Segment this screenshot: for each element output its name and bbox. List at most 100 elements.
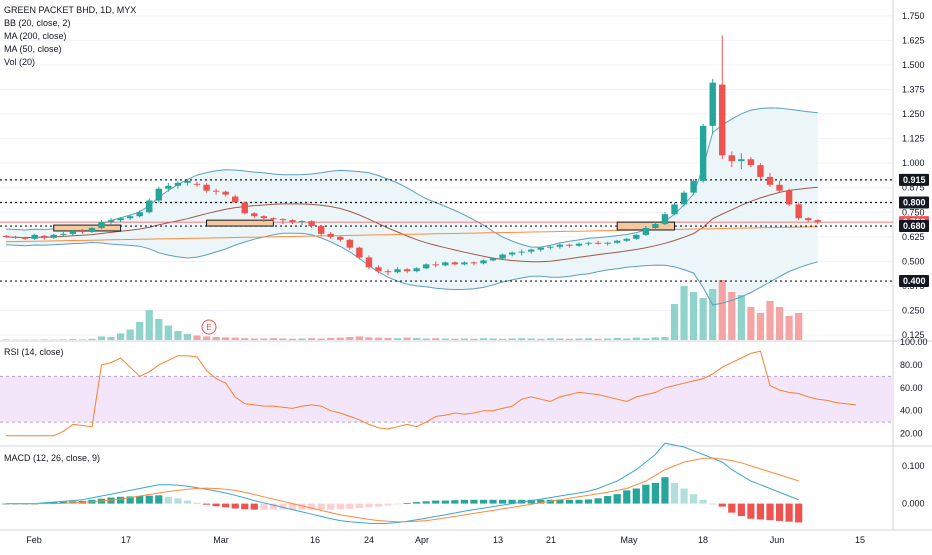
candle-body-70	[671, 204, 677, 214]
candle-body-25	[242, 202, 248, 213]
volume-bar-10	[98, 336, 105, 340]
candle-body-73	[700, 126, 706, 181]
candle-body-19	[184, 181, 190, 183]
x-tick-7: 21	[546, 535, 556, 545]
candle-body-64	[614, 241, 620, 243]
macd-hist-bar-64	[614, 494, 621, 503]
earnings-marker[interactable]: E	[202, 320, 216, 334]
macd-hist-bar-44	[423, 501, 430, 503]
candle-body-49	[471, 262, 477, 263]
volume-bar-31	[298, 339, 305, 341]
volume-bar-24	[232, 338, 239, 340]
volume-bar-79	[757, 313, 764, 340]
volume-bar-82	[786, 316, 793, 340]
macd-hist-bar-70	[671, 483, 678, 504]
volume-bar-18	[174, 331, 181, 340]
volume-bar-49	[470, 339, 477, 340]
macd-hist-bar-39	[375, 504, 382, 507]
price-y-tick-13: 1.750	[902, 11, 925, 21]
volume-bar-0	[2, 339, 9, 340]
candle-body-61	[585, 243, 591, 244]
volume-bar-12	[117, 333, 124, 340]
earnings-marker-label: E	[206, 323, 211, 332]
price-y-tick-12: 1.625	[902, 35, 925, 45]
volume-bar-9	[88, 339, 95, 340]
volume-bar-71	[680, 286, 687, 340]
candle-body-35	[337, 237, 343, 240]
macd-hist-bar-68	[652, 483, 659, 504]
macd-hist-bar-61	[585, 499, 592, 503]
candle-body-75	[719, 85, 725, 156]
candle-body-13	[127, 216, 133, 218]
volume-bar-69	[661, 337, 668, 340]
candle-body-21	[203, 185, 209, 191]
volume-bar-6	[60, 339, 67, 340]
legend-bb: BB (20, close, 2)	[4, 18, 71, 28]
macd-hist-bar-19	[184, 501, 191, 504]
legend-ma50: MA (50, close)	[4, 44, 62, 54]
volume-bar-21	[203, 336, 210, 340]
candle-body-48	[461, 262, 467, 264]
candle-body-31	[299, 221, 305, 222]
rsi-y-tick-3: 80.00	[900, 360, 923, 370]
macd-hist-bar-62	[595, 498, 602, 503]
x-tick-0: Feb	[26, 535, 42, 545]
volume-bar-54	[518, 338, 525, 340]
volume-bar-45	[432, 338, 439, 340]
volume-bar-61	[585, 338, 592, 340]
macd-hist-bar-25	[241, 504, 248, 510]
volume-bar-50	[480, 338, 487, 340]
candle-body-54	[519, 252, 525, 253]
candle-body-30	[289, 220, 295, 222]
candle-body-59	[566, 245, 572, 246]
macd-hist-bar-82	[786, 504, 793, 522]
candle-body-72	[690, 181, 696, 193]
volume-bar-33	[318, 339, 325, 341]
volume-bar-62	[595, 339, 602, 340]
candle-body-16	[156, 189, 162, 201]
volume-bar-58	[556, 339, 563, 341]
macd-hist-bar-77	[738, 504, 745, 516]
candle-body-47	[452, 262, 458, 264]
volume-bar-75	[719, 280, 726, 340]
candle-body-38	[366, 257, 372, 267]
volume-bar-17	[165, 326, 172, 340]
macd-hist-bar-65	[623, 490, 630, 503]
rsi-y-tick-2: 60.00	[900, 383, 923, 393]
macd-hist-bar-74	[709, 504, 716, 505]
price-y-tick-7: 1.000	[902, 158, 925, 168]
candle-body-57	[547, 247, 553, 248]
volume-bar-27	[260, 339, 267, 341]
macd-hist-bar-35	[337, 504, 344, 510]
rsi-y-tick-4: 100.00	[900, 337, 928, 347]
candle-body-43	[413, 268, 419, 271]
candle-body-7	[70, 231, 76, 234]
x-tick-3: 16	[310, 535, 320, 545]
volume-bar-29	[279, 339, 286, 341]
candle-body-37	[356, 248, 362, 258]
annotation-box-0	[54, 225, 121, 231]
macd-hist-bar-66	[633, 489, 640, 504]
volume-bar-41	[394, 338, 401, 340]
legend-ma200: MA (200, close)	[4, 31, 67, 41]
volume-bar-36	[346, 337, 353, 340]
candle-body-32	[308, 221, 314, 226]
candle-body-41	[394, 269, 400, 272]
macd-y-tick-0: 0.000	[902, 499, 925, 509]
candle-body-39	[375, 267, 381, 271]
volume-bar-19	[184, 334, 191, 340]
candle-body-76	[729, 155, 735, 161]
price-y-tick-3: 0.500	[902, 256, 925, 266]
volume-bar-42	[404, 338, 411, 340]
volume-bar-47	[451, 339, 458, 340]
macd-hist-bar-17	[165, 497, 172, 504]
candle-body-44	[423, 264, 429, 268]
candle-body-11	[108, 220, 114, 222]
candle-body-36	[347, 240, 353, 248]
macd-hist-bar-41	[394, 504, 401, 505]
candle-body-83	[795, 204, 801, 218]
price-y-tick-1: 0.250	[902, 306, 925, 316]
macd-hist-bar-83	[795, 504, 802, 523]
macd-hist-bar-60	[575, 500, 582, 504]
